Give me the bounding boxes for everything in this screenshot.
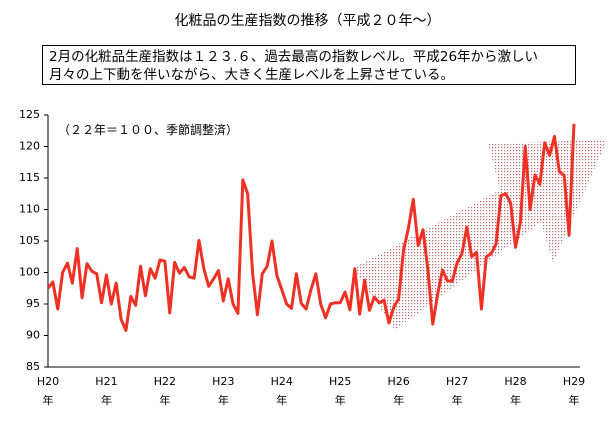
- y-tick-label: 110: [19, 203, 40, 216]
- y-tick-label: 85: [26, 360, 40, 373]
- y-tick-label: 105: [19, 234, 40, 247]
- x-tick-label: H23年: [212, 375, 235, 407]
- y-tick-label: 115: [19, 171, 40, 184]
- annotation: 2月の化粧品生産指数は１２３.６、過去最高の指数レベル。平成26年から激しい 月…: [42, 45, 576, 85]
- trend-arrow: [353, 140, 607, 330]
- chart-title: 化粧品の生産指数の推移（平成２０年～）: [174, 13, 441, 29]
- data-line: [46, 123, 576, 332]
- subtitle: （２２年＝１００、季節調整済）: [58, 123, 239, 137]
- y-tick-label: 90: [26, 329, 40, 342]
- x-tick-label: H24年: [270, 375, 293, 407]
- x-tick-label: H22年: [153, 375, 177, 407]
- x-tick-label: H28年: [504, 375, 527, 407]
- annotation-line: 2月の化粧品生産指数は１２３.６、過去最高の指数レベル。平成26年から激しい: [49, 49, 539, 65]
- y-tick-label: 125: [19, 108, 40, 121]
- annotation-line: 月々の上下動を伴いながら、大きく生産レベルを上昇させている。: [49, 67, 454, 83]
- y-tick-label: 100: [19, 266, 40, 279]
- x-tick-label: H20年: [36, 375, 60, 407]
- x-tick-label: H26年: [387, 375, 410, 407]
- x-tick-label: H25年: [329, 375, 352, 407]
- y-tick-label: 95: [26, 297, 40, 310]
- x-tick-label: H29年: [562, 375, 586, 407]
- x-tick-label: H27年: [445, 375, 469, 407]
- y-tick-label: 120: [19, 140, 40, 153]
- x-tick-label: H21年: [95, 375, 118, 407]
